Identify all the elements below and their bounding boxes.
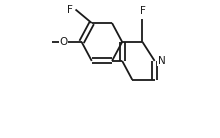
Text: N: N	[158, 56, 165, 66]
Text: F: F	[139, 6, 145, 16]
Text: F: F	[67, 5, 73, 14]
Text: O: O	[59, 37, 68, 47]
